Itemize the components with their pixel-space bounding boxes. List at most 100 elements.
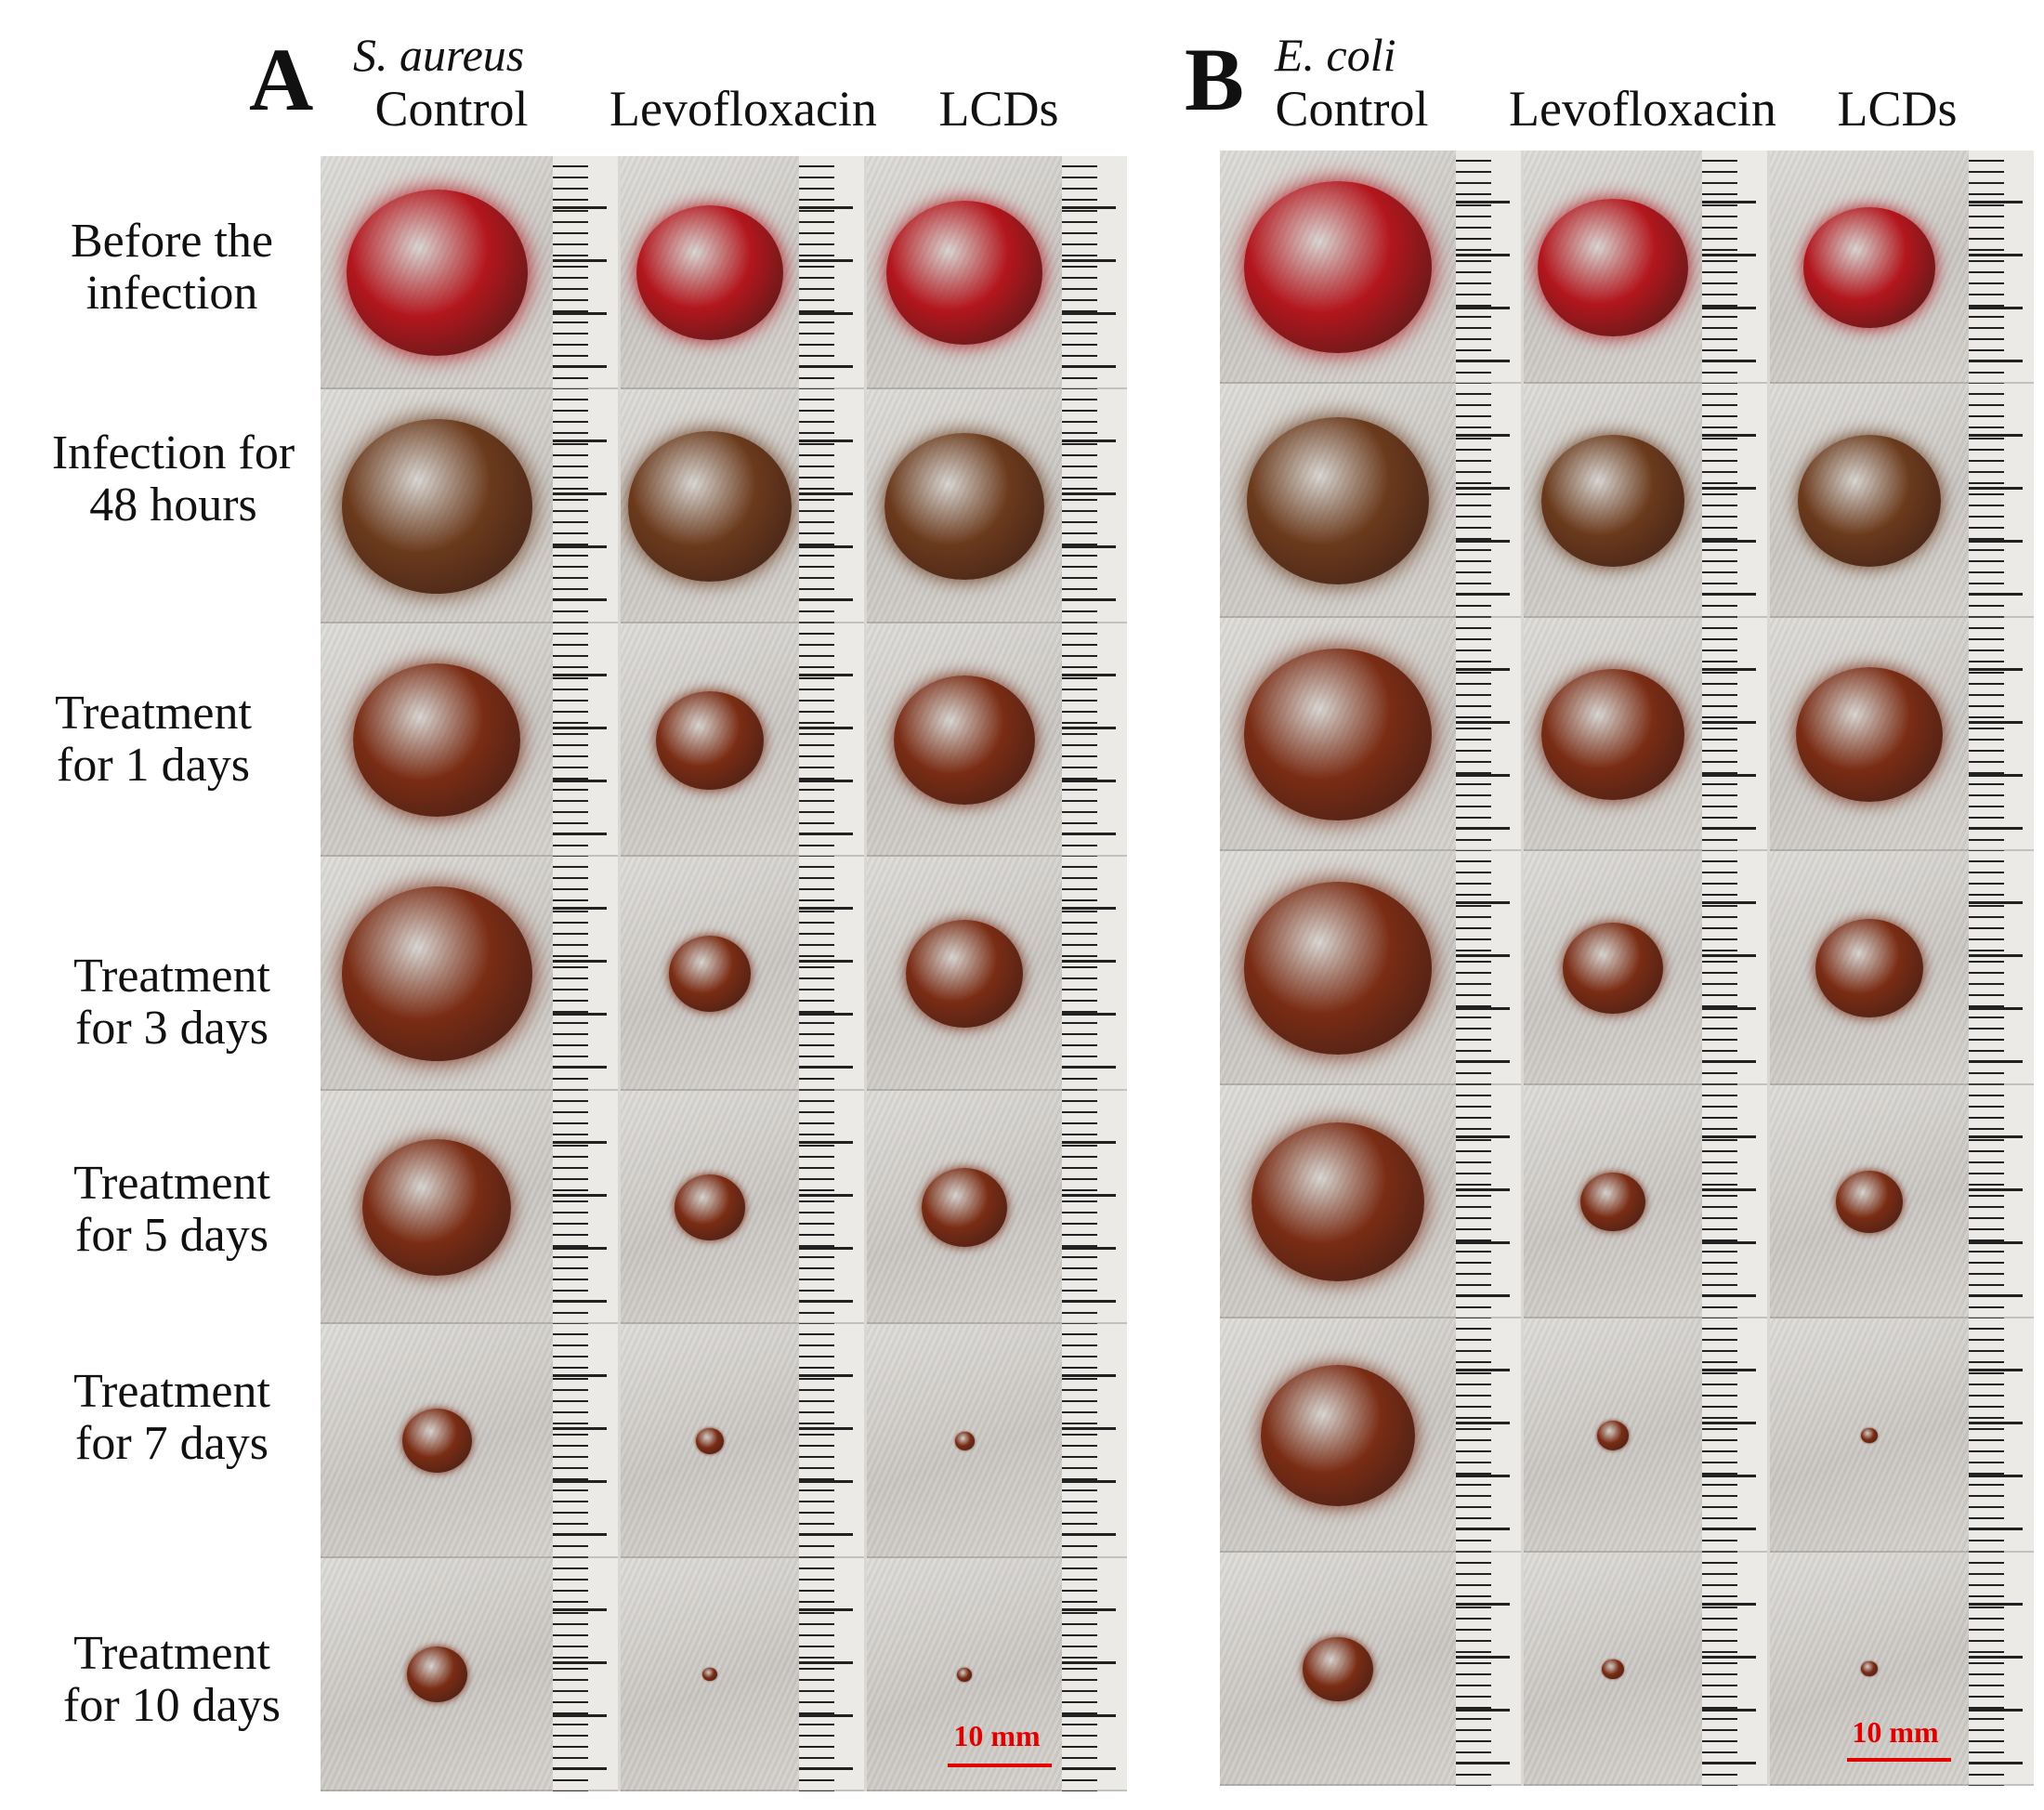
row-label-line: for 1 days: [57, 739, 250, 792]
photo-cell-levofloxacin: [1524, 1084, 1767, 1319]
ruler: [1456, 851, 1521, 1085]
wound-lcds: [1803, 206, 1935, 328]
photo-cell-lcds: [1770, 617, 2034, 852]
row-label-line: for 7 days: [75, 1417, 269, 1470]
ruler: [1062, 623, 1127, 858]
photo-cell-levofloxacin: [621, 1324, 864, 1558]
photo-cell-levofloxacin: [1524, 1552, 1767, 1786]
wound-control: [1246, 416, 1430, 585]
cell-separator: [1770, 1317, 2034, 1319]
photo-cell-control: [321, 1324, 618, 1558]
wound-levofloxacin: [1538, 198, 1688, 336]
row-label-treatment-3d: Treatment for 3 days: [19, 951, 325, 1055]
cell-separator: [1524, 1317, 1767, 1319]
photo-cell-control: [321, 1090, 618, 1325]
wound-control: [1244, 649, 1432, 821]
ruler: [799, 389, 864, 623]
wound-levofloxacin: [627, 430, 793, 583]
panel-a-column-lcds: LCDs: [938, 81, 1059, 137]
row-label-treatment-1d: Treatment for 1 days: [0, 688, 307, 792]
photo-cell-control: [321, 389, 618, 623]
panel-b-organism: E. coli: [1275, 29, 1396, 81]
wound-levofloxacin: [1541, 435, 1684, 567]
row-label-line: Treatment: [55, 687, 252, 740]
photo-cell-control: [1220, 1552, 1521, 1786]
cell-separator: [621, 1322, 864, 1325]
ruler: [1969, 1084, 2034, 1319]
wound-levofloxacin: [1580, 1172, 1645, 1232]
wound-control: [1244, 181, 1432, 354]
ruler: [553, 623, 618, 858]
ruler: [799, 156, 864, 390]
row-label-line: Treatment: [73, 1157, 270, 1210]
cell-separator: [321, 1322, 618, 1325]
photo-cell-control: [1220, 1084, 1521, 1319]
wound-levofloxacin: [1602, 1659, 1624, 1679]
wound-levofloxacin: [702, 1668, 717, 1682]
ruler: [1702, 1084, 1767, 1319]
panel-b-scale-bar: [1847, 1758, 1951, 1762]
wound-lcds: [906, 920, 1023, 1028]
wound-lcds: [956, 1667, 973, 1682]
photo-cell-control: [321, 156, 618, 390]
photo-cell-control: [1220, 851, 1521, 1085]
cell-separator: [867, 1789, 1127, 1791]
ruler: [799, 857, 864, 1091]
wound-lcds: [1861, 1661, 1878, 1677]
photo-cell-levofloxacin: [621, 857, 864, 1091]
wound-levofloxacin: [674, 1174, 746, 1240]
wound-control: [341, 418, 532, 595]
row-label-before-infection: Before the infection: [19, 216, 325, 320]
photo-cell-control: [321, 623, 618, 858]
ruler: [1702, 1552, 1767, 1786]
photo-cell-lcds: [867, 1557, 1127, 1791]
photo-cell-control: [1220, 1318, 1521, 1553]
cell-separator: [1524, 615, 1767, 618]
wound-lcds: [894, 675, 1035, 806]
wound-levofloxacin: [695, 1427, 725, 1454]
cell-separator: [321, 1555, 618, 1558]
cell-separator: [1220, 615, 1521, 618]
wound-levofloxacin: [668, 936, 752, 1012]
cell-separator: [867, 1088, 1127, 1091]
ruler: [553, 1324, 618, 1558]
panel-b-column-control: Control: [1275, 81, 1429, 137]
ruler: [799, 623, 864, 858]
photo-cell-lcds: [867, 623, 1127, 858]
wound-control: [1251, 1121, 1425, 1281]
photo-cell-control: [321, 857, 618, 1091]
panel-b-photo-grid: [1220, 151, 2034, 1786]
wound-control: [353, 662, 520, 818]
panel-b-scale-label: 10 mm: [1852, 1715, 1939, 1749]
panel-letter-b: B: [1185, 30, 1245, 129]
panel-a-scale-label: 10 mm: [953, 1719, 1041, 1752]
ruler: [1969, 1318, 2034, 1553]
row-label-treatment-5d: Treatment for 5 days: [19, 1158, 325, 1262]
photo-cell-levofloxacin: [621, 623, 864, 858]
wound-control: [341, 885, 532, 1062]
row-label-line: for 5 days: [75, 1209, 269, 1262]
row-label-line: Infection for: [51, 426, 295, 479]
photo-cell-control: [321, 1557, 618, 1791]
photo-cell-lcds: [1770, 851, 2034, 1085]
panel-a-column-control: Control: [374, 81, 529, 137]
ruler: [1456, 617, 1521, 852]
wound-lcds: [1861, 1427, 1878, 1443]
cell-separator: [621, 1555, 864, 1558]
ruler: [1062, 156, 1127, 390]
cell-separator: [1524, 1082, 1767, 1085]
panel-a-scale-bar: [948, 1764, 1052, 1767]
ruler: [1969, 617, 2034, 852]
panel-b-column-lcds: LCDs: [1837, 81, 1958, 137]
cell-separator: [867, 387, 1127, 390]
photo-cell-lcds: [1770, 1552, 2034, 1786]
ruler: [1969, 384, 2034, 618]
wound-control: [1261, 1364, 1415, 1507]
panel-b-column-levofloxacin: Levofloxacin: [1509, 81, 1776, 137]
cell-separator: [867, 1555, 1127, 1558]
ruler: [1702, 384, 1767, 618]
ruler: [1969, 1552, 2034, 1786]
cell-separator: [867, 855, 1127, 858]
ruler: [1702, 617, 1767, 852]
photo-cell-levofloxacin: [1524, 851, 1767, 1085]
